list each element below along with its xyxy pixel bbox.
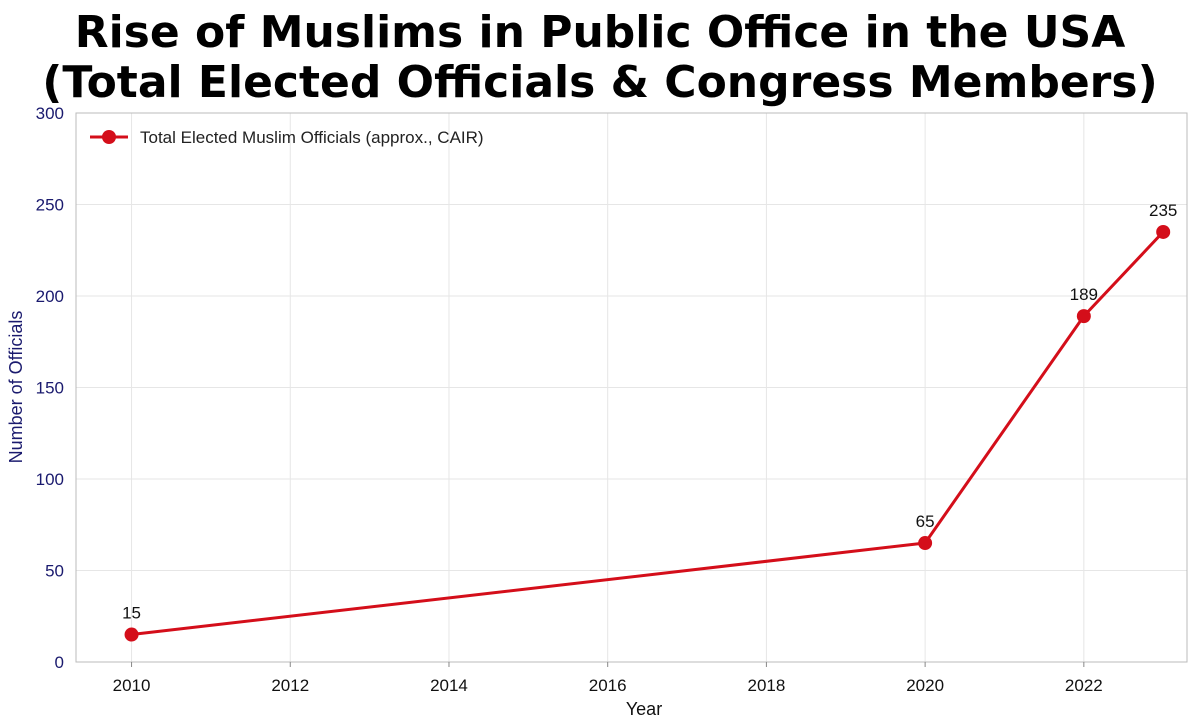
series-line [131,230,1165,636]
y-tick-label: 300 [36,104,64,123]
y-axis-ticks: 0 50 100 150 200 250 300 [36,104,64,672]
x-tick-label: 2018 [747,676,785,695]
legend-entry-label: Total Elected Muslim Officials (approx.,… [140,128,484,147]
x-axis-label: Year [626,699,662,719]
data-point [918,536,933,551]
y-axis-label: Number of Officials [6,311,26,464]
data-label: 189 [1070,285,1098,304]
x-tick-label: 2014 [430,676,468,695]
legend: Total Elected Muslim Officials (approx.,… [90,128,484,147]
data-label: 65 [916,512,935,531]
chart-title-line-2: (Total Elected Officials & Congress Memb… [42,57,1158,108]
data-label: 235 [1149,201,1177,220]
x-axis-ticks: 2010 2012 2014 2016 2018 2020 2022 [113,662,1103,695]
y-tick-label: 200 [36,287,64,306]
data-label: 15 [122,604,141,623]
x-tick-label: 2010 [113,676,151,695]
x-tick-label: 2016 [589,676,627,695]
data-point [124,627,139,642]
y-tick-label: 0 [55,653,64,672]
data-point [1076,309,1091,324]
y-tick-label: 250 [36,196,64,215]
y-tick-label: 100 [36,470,64,489]
x-tick-label: 2012 [271,676,309,695]
grid-lines [76,112,1187,663]
data-point [1156,224,1171,239]
x-tick-label: 2022 [1065,676,1103,695]
series-group: 15 65 189 235 [122,201,1177,642]
chart-title-line-1: Rise of Muslims in Public Office in the … [74,7,1126,58]
y-tick-label: 50 [45,562,64,581]
plot-frame [75,112,1188,663]
legend-marker [102,130,116,144]
x-tick-label: 2020 [906,676,944,695]
y-tick-label: 150 [36,379,64,398]
